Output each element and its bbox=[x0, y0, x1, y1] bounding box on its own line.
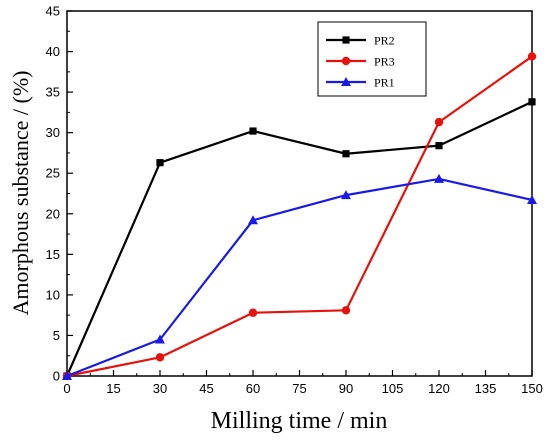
legend-label: PR1 bbox=[374, 76, 395, 90]
data-point-triangle bbox=[62, 371, 72, 380]
legend-item-pr1: PR1 bbox=[326, 76, 395, 90]
plot-frame bbox=[66, 10, 533, 377]
x-tick-label: 90 bbox=[339, 381, 353, 396]
x-tick-label: 75 bbox=[292, 381, 306, 396]
y-tick-label: 20 bbox=[46, 206, 60, 221]
y-tick-label: 40 bbox=[46, 44, 60, 59]
x-tick-label: 60 bbox=[246, 381, 260, 396]
data-point-triangle bbox=[341, 77, 351, 86]
y-tick-label: 35 bbox=[46, 85, 60, 100]
y-tick-label: 45 bbox=[46, 4, 60, 19]
data-point-square bbox=[156, 159, 164, 167]
data-point-triangle bbox=[341, 190, 351, 200]
series-line bbox=[66, 177, 533, 378]
series-line bbox=[65, 100, 533, 377]
data-point-circle bbox=[341, 56, 351, 66]
data-point-circle bbox=[155, 353, 165, 362]
legend-label: PR2 bbox=[374, 34, 395, 48]
data-point-circle bbox=[341, 306, 351, 315]
series-line bbox=[66, 55, 533, 378]
x-tick-label: 105 bbox=[382, 381, 404, 396]
x-tick-label: 135 bbox=[475, 381, 497, 396]
x-tick-label: 30 bbox=[153, 381, 167, 396]
data-point-square bbox=[342, 150, 350, 158]
data-point-circle bbox=[434, 117, 444, 127]
data-point-triangle bbox=[527, 194, 537, 204]
x-tick-label: 120 bbox=[428, 381, 450, 396]
y-tick-label: 15 bbox=[46, 247, 60, 262]
data-point-triangle bbox=[434, 173, 444, 183]
series-pr2 bbox=[63, 98, 536, 380]
data-point-circle bbox=[527, 52, 537, 61]
x-tick-label: 45 bbox=[199, 381, 213, 396]
data-point-square bbox=[249, 127, 257, 135]
data-point-square bbox=[528, 98, 536, 106]
y-tick-label: 10 bbox=[46, 287, 60, 302]
series-pr3 bbox=[62, 52, 537, 381]
legend-label: PR3 bbox=[374, 55, 395, 69]
y-tick-label: 0 bbox=[53, 369, 60, 384]
legend-item-pr3: PR3 bbox=[326, 55, 395, 69]
legend: PR2 PR3 PR1 bbox=[317, 21, 427, 97]
legend-item-pr2: PR2 bbox=[326, 34, 395, 48]
y-tick-label: 30 bbox=[46, 125, 60, 140]
series-layer bbox=[62, 52, 537, 381]
x-axis-title: Milling time / min bbox=[211, 408, 388, 434]
data-point-triangle bbox=[248, 215, 258, 225]
x-tick-label: 15 bbox=[106, 381, 120, 396]
data-point-circle bbox=[248, 308, 258, 317]
y-axis-title: Amorphous substance / (%) bbox=[8, 70, 33, 315]
legend-box bbox=[317, 21, 427, 97]
x-tick-label: 150 bbox=[521, 381, 543, 396]
y-tick-label: 25 bbox=[46, 166, 60, 181]
series-pr1 bbox=[62, 173, 537, 380]
data-point-triangle bbox=[155, 334, 165, 344]
axis-ticks: 0 15 30 45 60 75 90 105 120 135 150 0 5 10 15 20 25 30 35 4… bbox=[46, 4, 543, 397]
y-tick-label: 5 bbox=[53, 328, 60, 343]
data-point-square bbox=[435, 142, 443, 150]
x-tick-label: 0 bbox=[63, 381, 70, 396]
data-point-square bbox=[342, 36, 350, 44]
